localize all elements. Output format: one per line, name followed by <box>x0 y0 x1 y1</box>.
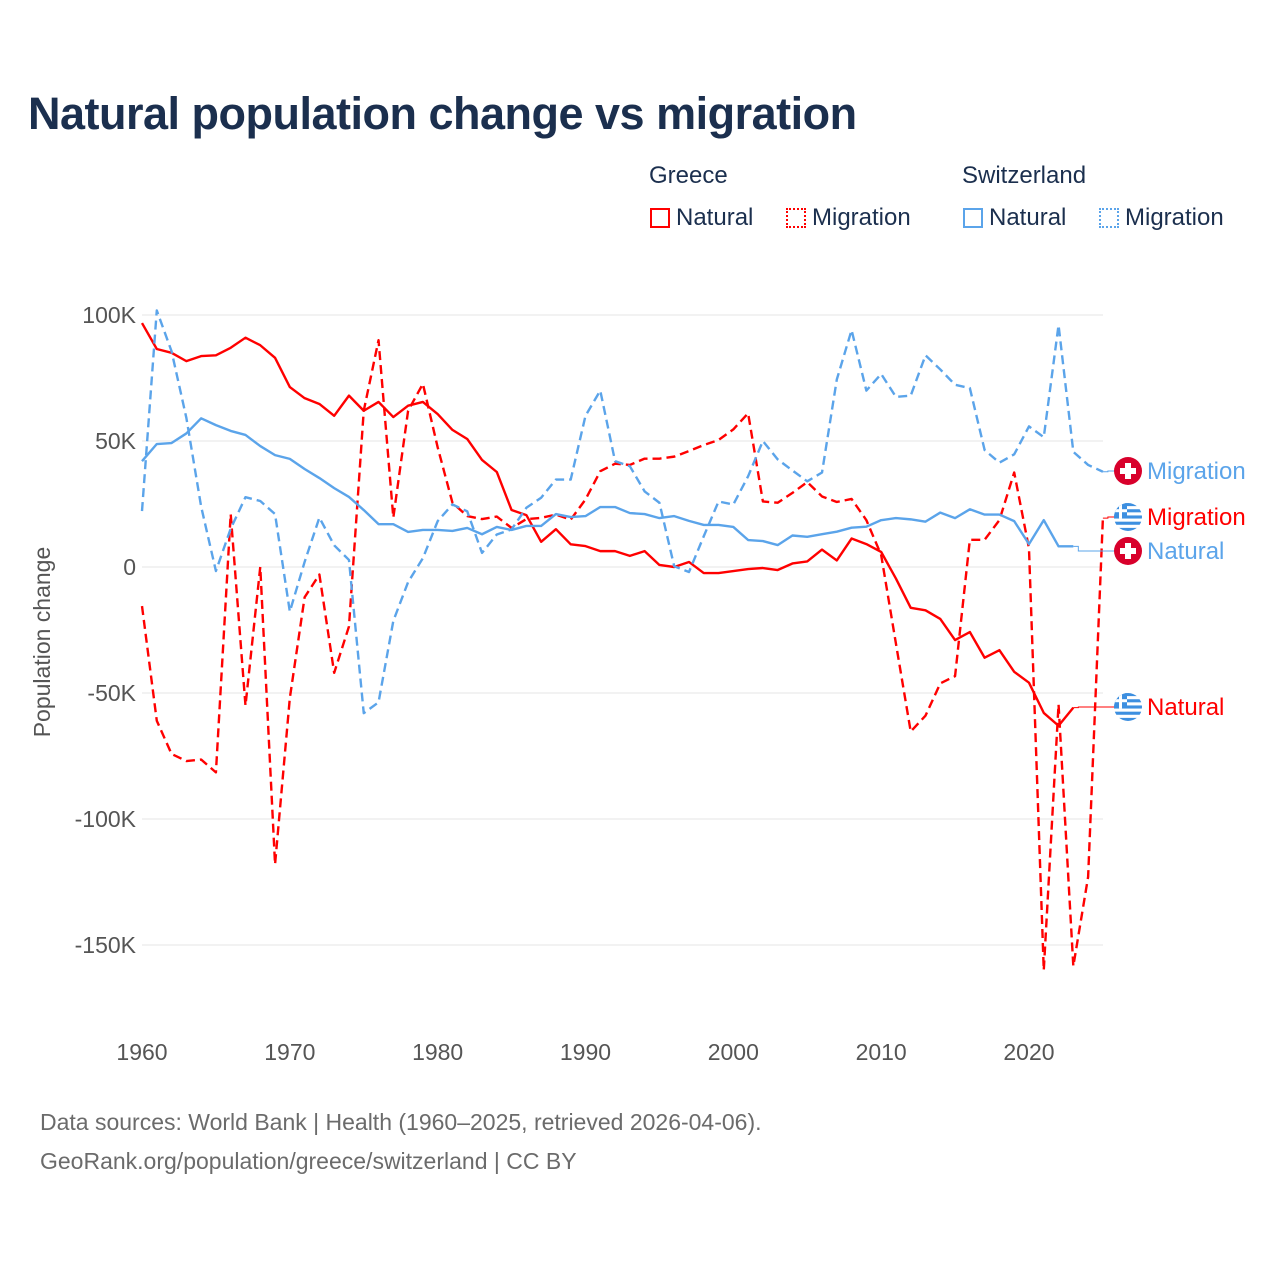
x-tick-label: 1980 <box>412 1039 463 1065</box>
series-end-label: Migration <box>1147 504 1246 531</box>
y-axis-ticks: 100K 50K 0 -50K -100K -150K <box>75 302 137 958</box>
x-axis-ticks: 1960 1970 1980 1990 2000 2010 2020 <box>116 1039 1054 1065</box>
series-end-labels: Natural Migration Natural Migration <box>1073 457 1246 721</box>
x-tick-label: 1990 <box>560 1039 611 1065</box>
dotted-swatch-icon <box>786 208 806 228</box>
source-line-2[interactable]: GeoRank.org/population/greece/switzerlan… <box>40 1148 577 1174</box>
series-line-switzerland-migration[interactable] <box>140 309 1104 715</box>
legend-switzerland-natural[interactable]: Natural <box>963 204 1066 232</box>
source-line-1: Data sources: World Bank | Health (1960–… <box>40 1109 762 1135</box>
legend-greece-migration[interactable]: Migration <box>786 204 911 232</box>
label-connector <box>1102 470 1114 473</box>
series-line-greece-natural[interactable] <box>140 322 1075 727</box>
y-tick-label: 0 <box>123 554 136 580</box>
series-end-label: Natural <box>1147 538 1224 565</box>
y-tick-label: -100K <box>75 806 137 832</box>
series-end-label: Natural <box>1147 694 1224 721</box>
label-connector <box>1073 706 1114 709</box>
legend-label: Migration <box>812 204 911 231</box>
legend-label: Natural <box>676 204 754 231</box>
x-tick-label: 2020 <box>1003 1039 1054 1065</box>
legend-switzerland-migration[interactable]: Migration <box>1099 204 1224 232</box>
x-tick-label: 2000 <box>708 1039 759 1065</box>
y-tick-label: -150K <box>75 932 137 958</box>
y-tick-label: 50K <box>95 428 137 454</box>
solid-swatch-icon <box>963 208 983 228</box>
label-connector <box>1102 516 1114 519</box>
label-connector <box>1073 545 1114 552</box>
x-tick-label: 1960 <box>116 1039 167 1065</box>
y-axis-label: Population change <box>29 547 55 738</box>
legend-greece-natural[interactable]: Natural <box>650 204 753 232</box>
greece-flag-icon <box>1114 503 1142 531</box>
legend-group-greece: Greece <box>649 162 728 189</box>
series-lines <box>140 309 1105 972</box>
y-tick-label: -50K <box>87 680 136 706</box>
legend-label: Natural <box>989 204 1067 231</box>
legend-label: Migration <box>1125 204 1224 231</box>
legend-group-switzerland: Switzerland <box>962 162 1087 189</box>
greece-flag-icon <box>1114 693 1142 721</box>
solid-swatch-icon <box>650 208 670 228</box>
chart-title: Natural population change vs migration <box>28 88 857 139</box>
x-tick-label: 2010 <box>856 1039 907 1065</box>
series-line-greece-migration[interactable] <box>140 339 1105 972</box>
series-end-label: Migration <box>1147 458 1246 485</box>
dotted-swatch-icon <box>1099 208 1119 228</box>
swiss-flag-icon <box>1114 537 1142 565</box>
series-line-switzerland-natural[interactable] <box>141 417 1074 548</box>
swiss-flag-icon <box>1114 457 1142 485</box>
gridlines <box>142 314 1103 946</box>
y-tick-label: 100K <box>82 302 136 328</box>
x-tick-label: 1970 <box>264 1039 315 1065</box>
